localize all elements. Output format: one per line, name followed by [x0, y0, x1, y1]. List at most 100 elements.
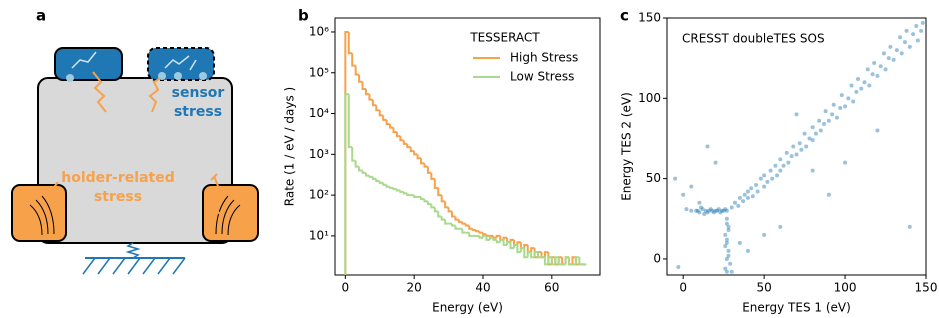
step-segment	[394, 188, 397, 189]
x-tick-label: 0	[342, 281, 350, 295]
scatter-point	[843, 161, 847, 165]
scatter-point	[882, 51, 886, 55]
step-segment	[356, 66, 359, 75]
scatter-point	[714, 161, 718, 165]
scatter-point	[871, 72, 875, 76]
step-segment	[394, 128, 397, 132]
scatter-point	[900, 51, 904, 55]
scatter-point	[790, 154, 794, 158]
scatter-point	[914, 24, 918, 28]
step-segment	[359, 167, 362, 171]
step-segment	[359, 75, 362, 82]
scatter-point	[727, 228, 731, 232]
step-segment	[442, 195, 445, 201]
scatter-point	[866, 67, 870, 71]
scatter-point	[827, 119, 831, 123]
step-segment	[473, 229, 476, 230]
scatter-point	[765, 180, 769, 184]
step-segment	[431, 173, 434, 179]
step-segment	[397, 132, 400, 136]
scatter-point	[746, 196, 750, 200]
scatter-point	[867, 83, 871, 87]
step-segment	[452, 224, 455, 226]
scatter-point	[769, 169, 773, 173]
scatter-point	[733, 201, 737, 205]
scatter-point	[727, 249, 731, 253]
panel-label: c	[620, 7, 629, 25]
step-segment	[400, 190, 403, 191]
step-segment	[407, 193, 410, 195]
step-segment	[383, 115, 386, 119]
step-segment	[380, 110, 383, 115]
y-tick-label: 100	[638, 91, 661, 105]
hatch	[83, 258, 185, 274]
scatter-point	[795, 112, 799, 116]
scatter-point	[725, 270, 729, 274]
step-segment	[400, 136, 403, 140]
step-segment	[363, 171, 366, 173]
sensor-label: stress	[174, 104, 222, 120]
scatter-point	[773, 164, 777, 168]
scatter-point	[778, 169, 782, 173]
scatter-point	[749, 186, 753, 190]
y-axis-label: Rate (1 / eV / days )	[283, 87, 297, 206]
step-segment	[424, 163, 427, 166]
x-tick-label: 0	[679, 281, 687, 295]
scatter-point	[725, 217, 729, 221]
step-segment	[449, 207, 452, 211]
step-segment	[404, 192, 407, 194]
step-segment	[349, 94, 352, 147]
y-tick-label: 10¹	[309, 228, 329, 242]
legend-title: TESSERACT	[469, 31, 540, 45]
scatter-point	[854, 90, 858, 94]
step-segment	[373, 177, 376, 179]
scatter-point	[725, 209, 729, 213]
scatter-point	[705, 145, 709, 149]
step-segment	[438, 211, 441, 216]
step-segment	[579, 257, 582, 264]
step-segment	[435, 207, 438, 211]
step-segment	[428, 167, 431, 173]
step-segment	[363, 82, 366, 89]
scatter-point	[875, 128, 879, 132]
step-segment	[431, 204, 434, 207]
scatter-point	[746, 249, 750, 253]
scatter-point	[785, 151, 789, 155]
step-segment	[480, 231, 483, 232]
y-tick-label: 10³	[309, 147, 329, 161]
hotspot	[199, 72, 207, 80]
scatter-point	[887, 56, 891, 60]
step-segment	[452, 211, 455, 216]
scatter-point	[673, 177, 677, 181]
scatter-point	[696, 209, 700, 213]
step-segment	[455, 216, 458, 219]
step-segment	[424, 199, 427, 201]
scatter-point	[723, 233, 727, 237]
scatter-point	[919, 29, 923, 33]
panel-label: a	[36, 7, 46, 25]
step-segment	[486, 234, 489, 236]
scatter-point	[738, 196, 742, 200]
step-segment	[411, 147, 414, 151]
step-segment	[376, 179, 379, 181]
step-segment	[445, 220, 448, 224]
step-segment	[352, 53, 355, 65]
step-segment	[383, 183, 386, 185]
step-segment	[466, 224, 469, 226]
scatter-point	[817, 119, 821, 123]
scatter-point	[804, 145, 808, 149]
scatter-point	[762, 233, 766, 237]
scatter-point	[838, 106, 842, 110]
scatter-point	[879, 64, 883, 68]
scatter-point	[884, 67, 888, 71]
step-segment	[390, 187, 393, 188]
scatter-point	[738, 241, 742, 245]
x-tick-label: 60	[544, 281, 559, 295]
scatter-point	[921, 21, 925, 25]
scatter-point	[898, 35, 902, 39]
scatter-point	[859, 87, 863, 91]
hotspot	[174, 72, 182, 80]
y-tick-label: 10⁶	[309, 24, 329, 38]
x-tick-label: 40	[475, 281, 490, 295]
scatter-point	[741, 199, 745, 203]
